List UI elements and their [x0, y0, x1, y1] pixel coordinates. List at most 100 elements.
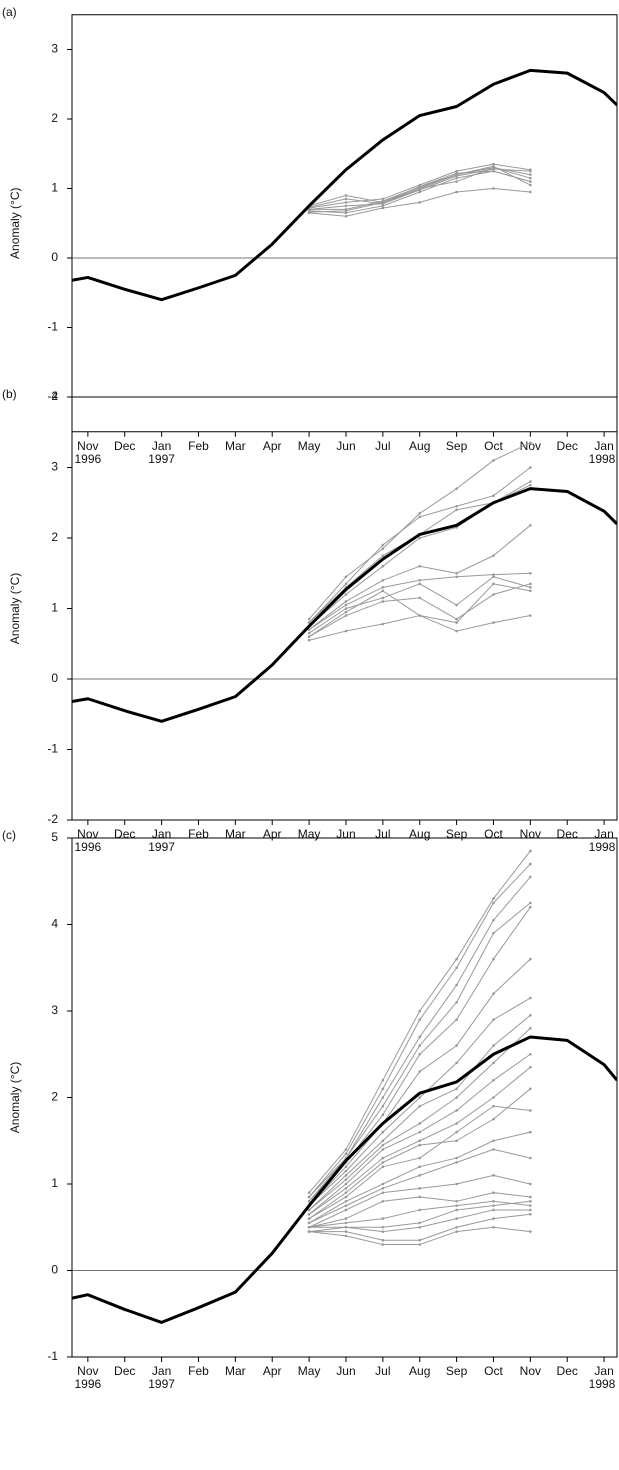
ensemble-point — [307, 210, 311, 214]
ensemble-point — [529, 183, 532, 187]
ensemble-point — [529, 1156, 532, 1160]
observed-line — [72, 487, 617, 723]
ensemble-point — [529, 1052, 532, 1056]
plot-area — [72, 441, 617, 723]
ensemble-point — [529, 1065, 532, 1069]
ensemble-point — [455, 571, 458, 575]
ensemble-point — [529, 614, 532, 617]
ensemble-point — [344, 1174, 348, 1177]
y-tick-label: 5 — [51, 830, 58, 844]
ensemble-point — [455, 169, 458, 173]
ensemble-point — [307, 1225, 311, 1229]
x-year-label: 1997 — [148, 1377, 175, 1391]
ensemble-point — [492, 164, 495, 168]
ensemble-point — [418, 188, 422, 192]
ensemble-point — [492, 1148, 495, 1151]
x-tick-label: Jun — [336, 439, 355, 453]
x-tick-label: Aug — [409, 1364, 430, 1378]
ensemble-line — [308, 1053, 531, 1215]
ensemble-point — [492, 1078, 495, 1082]
x-tick-label: Feb — [188, 827, 209, 841]
x-tick-label: Sep — [446, 1364, 468, 1378]
x-tick-label: Jun — [336, 1364, 355, 1378]
ensemble-point — [492, 494, 495, 498]
y-axis-label: Anomaly (°C) — [8, 573, 22, 644]
ensemble-point — [529, 1130, 532, 1134]
plot-frame — [71, 14, 618, 433]
ensemble-point — [529, 586, 532, 589]
ensemble-point — [307, 621, 311, 624]
x-tick-label: Apr — [263, 827, 282, 841]
ensemble-point — [344, 629, 348, 633]
ensemble-point — [418, 1187, 422, 1190]
y-tick-label: 0 — [51, 250, 58, 264]
x-tick-label: Dec — [114, 439, 135, 453]
y-tick-label: -2 — [47, 389, 58, 403]
ensemble-point — [418, 1143, 422, 1147]
ensemble-point — [418, 1174, 422, 1177]
ensemble-point — [455, 176, 458, 180]
observed-line — [72, 68, 617, 302]
ensemble-point — [307, 1208, 311, 1212]
x-tick-label: Jun — [336, 827, 355, 841]
ensemble-point — [492, 162, 495, 166]
ensemble-point — [492, 918, 495, 922]
ensemble-point — [492, 901, 495, 905]
x-tick-label: Dec — [557, 1364, 578, 1378]
ensemble-point — [529, 1027, 532, 1030]
x-year-label: 1996 — [75, 452, 102, 466]
x-tick-label: Jul — [375, 439, 390, 453]
ensemble-point — [381, 1230, 385, 1233]
ensemble-point — [344, 607, 348, 610]
ensemble-point — [492, 1044, 495, 1047]
ensemble-point — [492, 573, 495, 576]
ensemble-line — [308, 467, 531, 623]
ensemble-point — [455, 487, 458, 490]
ensemble-point — [455, 1208, 458, 1212]
ensemble-point — [529, 176, 532, 180]
ensemble-line — [308, 863, 531, 1198]
ensemble-point — [418, 190, 422, 194]
ensemble-point — [492, 187, 495, 190]
ensemble-point — [455, 180, 458, 183]
x-tick-label: Sep — [446, 439, 468, 453]
ensemble-point — [307, 1195, 311, 1199]
ensemble-point — [455, 966, 458, 970]
ensemble-point — [492, 1200, 495, 1203]
ensemble-point — [381, 1191, 385, 1194]
ensemble-point — [381, 1200, 385, 1203]
x-tick-label: Nov — [77, 1364, 98, 1378]
ensemble-point — [381, 1139, 385, 1143]
ensemble-point — [492, 621, 495, 624]
x-tick-label: Feb — [188, 1364, 209, 1378]
ensemble-point — [344, 1152, 348, 1156]
ensemble-point — [418, 1009, 422, 1013]
x-tick-label: Dec — [557, 827, 578, 841]
ensemble-point — [344, 1191, 348, 1194]
ensemble-point — [381, 197, 385, 201]
ensemble-point — [529, 1014, 532, 1017]
ensemble-point — [455, 1225, 458, 1229]
x-tick-label: Feb — [188, 439, 209, 453]
x-tick-label: Jan — [152, 827, 171, 841]
ensemble-point — [529, 1109, 532, 1112]
ensemble-point — [307, 638, 311, 642]
ensemble-point — [381, 1156, 385, 1160]
ensemble-point — [529, 849, 532, 853]
ensemble-point — [455, 1087, 458, 1091]
ensemble-point — [344, 1195, 348, 1199]
ensemble-point — [492, 1225, 495, 1229]
ensemble-point — [381, 1087, 385, 1091]
ensemble-point — [344, 614, 348, 617]
ensemble-point — [418, 1096, 422, 1099]
x-year-label: 1996 — [75, 1377, 102, 1391]
ensemble-point — [492, 931, 495, 935]
ensemble-point — [492, 1204, 495, 1207]
ensemble-point — [381, 1243, 385, 1246]
ensemble-point — [455, 1096, 458, 1099]
ensemble-point — [529, 1200, 532, 1203]
ensemble-point — [381, 1148, 385, 1151]
y-tick-label: 2 — [51, 1090, 58, 1104]
